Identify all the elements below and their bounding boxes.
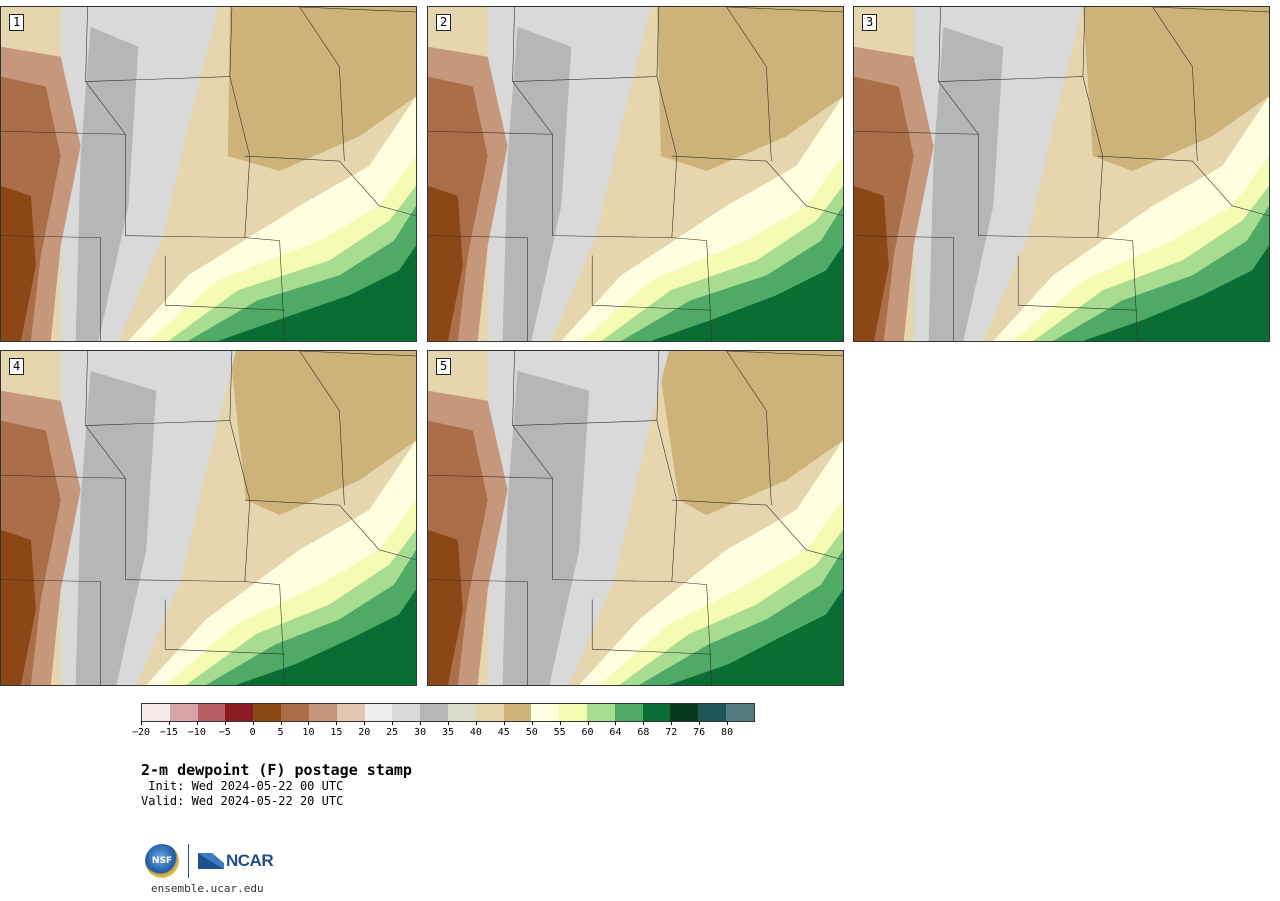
colorbar-tick-label: −10 — [187, 727, 206, 738]
colorbar-swatch — [225, 704, 254, 721]
colorbar-tick: 40 — [469, 721, 482, 738]
colorbar-tick-label: −20 — [131, 727, 151, 738]
colorbar-swatch — [670, 704, 699, 721]
colorbar-swatch — [447, 704, 476, 721]
colorbar-swatch — [336, 704, 365, 721]
chart-title: 2-m dewpoint (F) postage stamp — [141, 761, 412, 779]
colorbar-tick-label: 15 — [330, 727, 343, 738]
colorbar-tick: 72 — [665, 721, 678, 738]
init-time: Init: Wed 2024-05-22 00 UTC — [141, 779, 344, 793]
colorbar-tick: 35 — [441, 721, 455, 738]
dewpoint-map — [854, 7, 1269, 341]
colorbar-tick: 45 — [497, 721, 510, 738]
dewpoint-map — [428, 7, 843, 341]
colorbar-tick-label: 40 — [469, 727, 482, 738]
colorbar-swatch — [420, 704, 448, 721]
colorbar-swatch — [197, 704, 226, 721]
colorbar-tick: 10 — [302, 721, 315, 738]
panel-number-label: 4 — [9, 358, 25, 375]
colorbar-tick-label: −5 — [218, 727, 231, 738]
colorbar-swatch — [726, 704, 754, 721]
colorbar-swatch — [308, 704, 337, 721]
nsf-logo-icon: NSF — [145, 844, 179, 878]
colorbar — [141, 703, 755, 722]
colorbar-tick-label: 30 — [414, 727, 427, 738]
member-panel: 5 — [427, 350, 844, 686]
logo-divider — [188, 844, 189, 878]
colorbar-tick-label: 45 — [497, 727, 510, 738]
colorbar-tick: 30 — [414, 721, 427, 738]
colorbar-swatch — [698, 704, 727, 721]
colorbar-tick-label: 10 — [302, 727, 315, 738]
colorbar-swatch — [531, 704, 560, 721]
colorbar-tick-label: 0 — [249, 727, 256, 738]
panel-number-label: 3 — [862, 14, 878, 31]
colorbar-tick: −20 — [131, 721, 151, 738]
colorbar-tick: 60 — [581, 721, 594, 738]
logo-block: NSF NCAR — [145, 843, 274, 879]
colorbar-tick: 50 — [525, 721, 538, 738]
member-panel: 2 — [427, 6, 844, 342]
colorbar-tick-label: 72 — [665, 727, 678, 738]
colorbar-swatch — [642, 704, 671, 721]
colorbar-swatch — [503, 704, 532, 721]
colorbar-tick-label: 35 — [441, 727, 455, 738]
colorbar-tick: −15 — [159, 721, 178, 738]
colorbar-swatch — [142, 704, 170, 721]
colorbar-swatch — [392, 704, 421, 721]
colorbar-tick: 68 — [637, 721, 650, 738]
colorbar-tick-label: 60 — [581, 727, 594, 738]
colorbar-ticks: −20 −15 −10 −5 0 5 10 15 20 25 30 35 40 45 50 55 60 64 68 7… — [132, 721, 755, 742]
colorbar-swatch — [364, 704, 393, 721]
colorbar-tick: −10 — [187, 721, 206, 738]
panel-number-label: 1 — [9, 14, 25, 31]
nsf-logo-text: NSF — [151, 856, 173, 866]
colorbar-swatch — [253, 704, 282, 721]
colorbar-swatch — [169, 704, 198, 721]
colorbar-tick: 0 — [249, 721, 256, 738]
colorbar-swatch — [475, 704, 504, 721]
colorbar-swatch — [281, 704, 309, 721]
colorbar-tick: 5 — [277, 721, 284, 738]
colorbar-swatch — [559, 704, 587, 721]
colorbar-tick: 15 — [330, 721, 343, 738]
colorbar-tick-label: 76 — [693, 727, 706, 738]
colorbar-tick-label: 5 — [277, 727, 284, 738]
colorbar-tick-label: 25 — [386, 727, 399, 738]
ncar-logo-text: NCAR — [226, 851, 274, 870]
colorbar-tick-label: 20 — [358, 727, 371, 738]
colorbar-tick: 64 — [609, 721, 622, 738]
colorbar-tick-label: 50 — [525, 727, 538, 738]
colorbar-tick: 80 — [721, 721, 734, 738]
colorbar-tick: −5 — [218, 721, 231, 738]
colorbar-tick: 76 — [693, 721, 706, 738]
colorbar-tick-label: 64 — [609, 727, 622, 738]
panel-number-label: 2 — [436, 14, 452, 31]
panel-number-label: 5 — [436, 358, 452, 375]
colorbar-tick-label: 68 — [637, 727, 650, 738]
colorbar-tick: 20 — [358, 721, 371, 738]
member-panel: 1 — [0, 6, 417, 342]
colorbar-swatch — [614, 704, 643, 721]
colorbar-tick-label: 80 — [721, 727, 734, 738]
member-panel: 3 — [853, 6, 1270, 342]
dewpoint-map — [1, 351, 416, 685]
website-url: ensemble.ucar.edu — [151, 882, 264, 895]
ncar-mark-icon — [198, 853, 224, 869]
member-panel: 4 — [0, 350, 417, 686]
colorbar-tick: 55 — [553, 721, 566, 738]
valid-time: Valid: Wed 2024-05-22 20 UTC — [141, 794, 344, 808]
colorbar-tick-label: −15 — [159, 727, 178, 738]
colorbar-tick-label: 55 — [553, 727, 566, 738]
colorbar-tick: 25 — [386, 721, 399, 738]
colorbar-swatch — [587, 704, 615, 721]
ncar-logo: NCAR — [198, 851, 274, 871]
dewpoint-map — [428, 351, 843, 685]
dewpoint-map — [1, 7, 416, 341]
